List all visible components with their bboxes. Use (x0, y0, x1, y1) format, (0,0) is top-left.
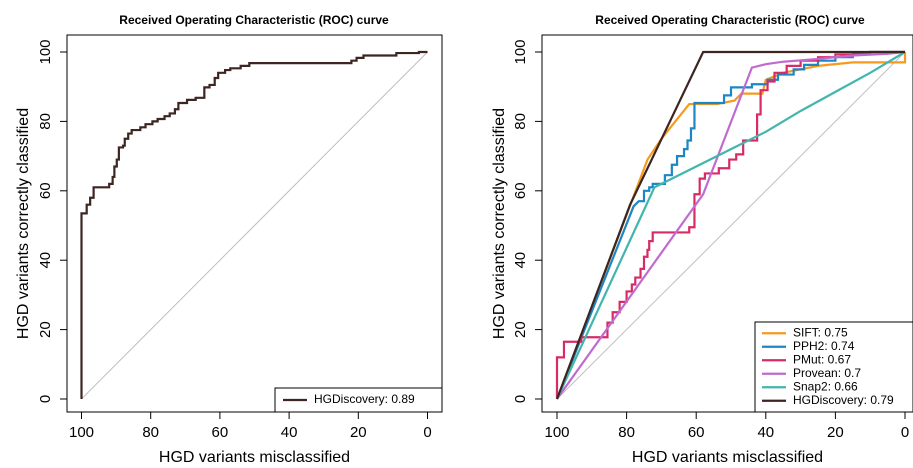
y-tick-label: 40 (37, 252, 54, 269)
legend-entry-label: PPH2: 0.74 (793, 339, 855, 353)
legend-box (754, 321, 913, 413)
y-tick-label: 100 (37, 39, 54, 64)
y-tick-label: 60 (512, 182, 529, 199)
series-line-pmut (555, 50, 905, 399)
x-axis-label: HGD variants misclassified (632, 449, 823, 466)
x-tick-label: 0 (423, 424, 431, 441)
y-tick-label: 80 (512, 113, 529, 130)
series-line-hgdiscovery (80, 50, 428, 399)
plot-frame (541, 34, 913, 413)
legend-entry-label: HGDiscovery: 0.89 (314, 392, 415, 406)
legend-entry-label: Snap2: 0.66 (793, 379, 858, 393)
series-line-hgdiscovery (555, 50, 905, 400)
y-tick-label: 100 (512, 39, 529, 64)
y-tick-label: 20 (37, 321, 54, 338)
y-tick-label: 0 (37, 395, 54, 403)
series-line-sift (555, 52, 907, 400)
y-tick-label: 60 (37, 182, 54, 199)
legend-entry-label: Provean: 0.7 (793, 366, 861, 380)
legend-entry-label: PMut: 0.67 (793, 352, 851, 366)
y-tick-label: 20 (512, 321, 529, 338)
x-tick-label: 80 (142, 424, 159, 441)
series-line-provean (556, 50, 906, 400)
diagonal-reference-line (556, 51, 906, 400)
chart-panel-2: Received Operating Characteristic (ROC) … (491, 13, 913, 466)
x-tick-label: 20 (350, 424, 367, 441)
series-line-snap2 (556, 51, 906, 400)
plot-frame (66, 34, 443, 413)
y-axis-label: HGD variants correctly classified (15, 108, 32, 339)
legend-entry-label: HGDiscovery: 0.79 (793, 393, 894, 407)
x-tick-label: 40 (757, 424, 774, 441)
x-tick-label: 80 (618, 424, 635, 441)
x-axis-label: HGD variants misclassified (159, 449, 350, 466)
legend-entry-label: SIFT: 0.75 (793, 325, 848, 339)
legend: HGDiscovery: 0.89 (274, 387, 443, 413)
chart-title: Received Operating Characteristic (ROC) … (119, 13, 389, 27)
diagonal-reference-line (81, 51, 428, 400)
chart-title: Received Operating Characteristic (ROC) … (595, 13, 865, 27)
x-tick-label: 100 (544, 424, 569, 441)
x-tick-label: 60 (688, 424, 705, 441)
x-tick-label: 100 (69, 424, 94, 441)
x-tick-label: 20 (827, 424, 844, 441)
x-tick-label: 40 (281, 424, 298, 441)
y-tick-label: 80 (37, 113, 54, 130)
x-tick-label: 0 (901, 424, 909, 441)
y-axis-label: HGD variants correctly classified (491, 108, 508, 339)
y-tick-label: 40 (512, 252, 529, 269)
series-line-pph2 (555, 50, 905, 400)
chart-panel-1: Received Operating Characteristic (ROC) … (15, 13, 443, 466)
y-tick-label: 0 (512, 395, 529, 403)
x-tick-label: 60 (212, 424, 229, 441)
